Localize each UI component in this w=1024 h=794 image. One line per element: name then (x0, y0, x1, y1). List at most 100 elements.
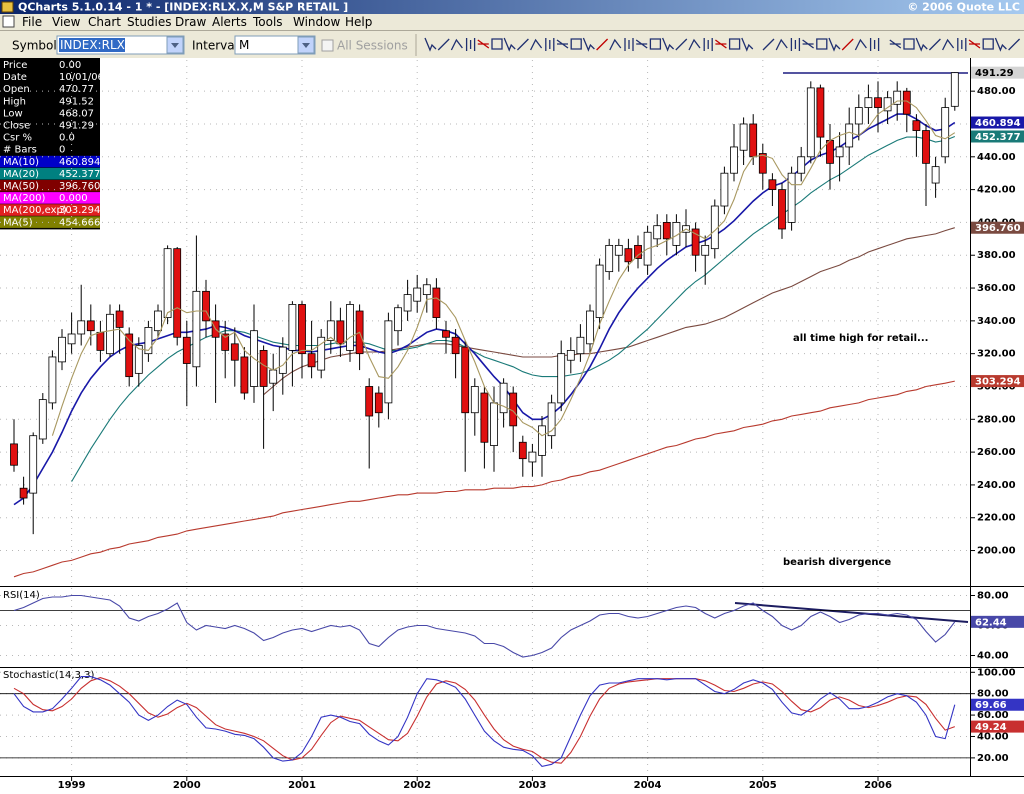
candle-body (614, 244, 623, 256)
value-flag (971, 130, 1024, 143)
candle-body (595, 264, 604, 318)
toolbar-icon[interactable] (854, 38, 867, 51)
interval-value[interactable]: M (239, 38, 249, 52)
toolbar-icon[interactable] (635, 39, 648, 49)
toolbar-icon[interactable] (816, 38, 828, 50)
y-tick-label: 220.00 (977, 513, 1016, 524)
candle-body (528, 451, 537, 463)
value-flag (971, 615, 1024, 628)
candle-body (845, 123, 854, 148)
toolbar-icon[interactable] (491, 38, 503, 50)
toolbar-icon[interactable] (465, 38, 476, 51)
toolbar-icon[interactable] (662, 37, 675, 52)
candle-body (893, 90, 902, 105)
toolbar-icon[interactable] (675, 38, 688, 51)
toolbar-icon[interactable] (957, 38, 967, 51)
toolbar-icon[interactable] (688, 38, 701, 51)
toolbar-icon[interactable] (570, 38, 582, 50)
data-value: 454.666 (59, 217, 100, 228)
candle-body (384, 320, 393, 404)
toolbar-icon[interactable] (437, 38, 450, 51)
toolbar-icon[interactable] (741, 37, 754, 52)
candle-body (403, 294, 412, 312)
toolbar-icon[interactable] (982, 38, 994, 50)
candle-body (835, 146, 844, 158)
toolbar-icon[interactable] (968, 39, 981, 49)
data-value: 0 (59, 145, 65, 156)
toolbar-icon[interactable] (728, 38, 741, 50)
menu-item[interactable]: Alerts (212, 15, 247, 29)
y-tick-label: 360.00 (977, 283, 1016, 294)
toolbar-icon[interactable] (715, 39, 727, 49)
menu-item[interactable]: View (52, 15, 81, 29)
toolbar-icon[interactable] (596, 38, 609, 51)
menu-item[interactable]: File (22, 15, 42, 29)
menu-item[interactable]: Help (345, 15, 372, 29)
symbol-value[interactable]: INDEX:RLXX (60, 38, 133, 52)
data-value: 0.000 (59, 193, 88, 204)
selection (59, 38, 125, 52)
toolbar-icon[interactable] (609, 38, 622, 51)
toolbar-icon[interactable] (802, 39, 814, 49)
candle-body (950, 72, 959, 107)
menu-item[interactable]: Tools (252, 15, 283, 29)
toolbar-icon[interactable] (582, 37, 595, 52)
toolbar-icon[interactable] (869, 38, 880, 51)
toolbar-icon[interactable] (649, 38, 662, 50)
menu-item[interactable]: Studies (127, 15, 172, 29)
value-flag (971, 720, 1024, 733)
value-flag-label: 460.894 (975, 118, 1021, 129)
toolbar-icon[interactable] (516, 38, 529, 51)
toolbar-icon[interactable] (828, 37, 841, 52)
toolbar-icon[interactable] (762, 38, 775, 51)
data-label: MA(5) (3, 217, 33, 228)
toolbar-icon[interactable] (928, 38, 941, 51)
menu-item[interactable]: Draw (175, 15, 207, 29)
candle-body (499, 382, 508, 414)
data-value: 0.0 (59, 133, 75, 144)
candle-body (806, 87, 815, 158)
toolbar-icon[interactable] (915, 37, 928, 52)
annotation: bearish divergence (783, 557, 891, 568)
data-row-bg (0, 167, 100, 180)
candle-body (778, 189, 786, 230)
toolbar-icon[interactable] (903, 38, 915, 50)
candle-body (192, 290, 201, 368)
candle-body (586, 310, 594, 345)
candle-body (490, 402, 498, 446)
x-tick-label: 2004 (634, 780, 662, 791)
toolbar-icon[interactable] (841, 38, 854, 51)
toolbar-icon[interactable] (1008, 38, 1021, 51)
candle-body (336, 320, 345, 345)
series-line (13, 677, 955, 764)
candle-body (547, 402, 556, 437)
toolbar-icon[interactable] (624, 38, 634, 51)
toolbar-icon[interactable] (556, 39, 569, 49)
y-tick-label: 20.00 (977, 753, 1009, 764)
toolbar-icon[interactable] (889, 39, 902, 49)
toolbar-icon[interactable] (503, 37, 516, 52)
toolbar-icon[interactable] (450, 38, 463, 51)
toolbar-icon[interactable] (994, 37, 1007, 52)
toolbar-icon[interactable] (477, 39, 490, 49)
sessions-checkbox[interactable] (321, 39, 334, 52)
trendline[interactable] (734, 602, 969, 623)
toolbar-icon[interactable] (703, 38, 713, 51)
data-value: 0.00 (59, 60, 81, 71)
candle-body (672, 222, 681, 246)
candle-body (701, 244, 710, 256)
y-tick-label: 420.00 (977, 185, 1016, 196)
candle-body (432, 287, 441, 318)
toolbar-icon[interactable] (775, 38, 788, 51)
toolbar-icon[interactable] (942, 38, 955, 51)
toolbar-icon[interactable] (424, 37, 437, 52)
toolbar-icon[interactable] (790, 38, 801, 51)
doc-icon (2, 15, 15, 28)
interval-select[interactable] (234, 35, 316, 55)
y-tick-label: 480.00 (977, 86, 1016, 97)
candle-body (288, 304, 297, 351)
toolbar-icon[interactable] (530, 38, 543, 51)
menu-item[interactable]: Window (293, 15, 341, 29)
toolbar-icon[interactable] (545, 38, 555, 51)
menu-item[interactable]: Chart (88, 15, 121, 29)
